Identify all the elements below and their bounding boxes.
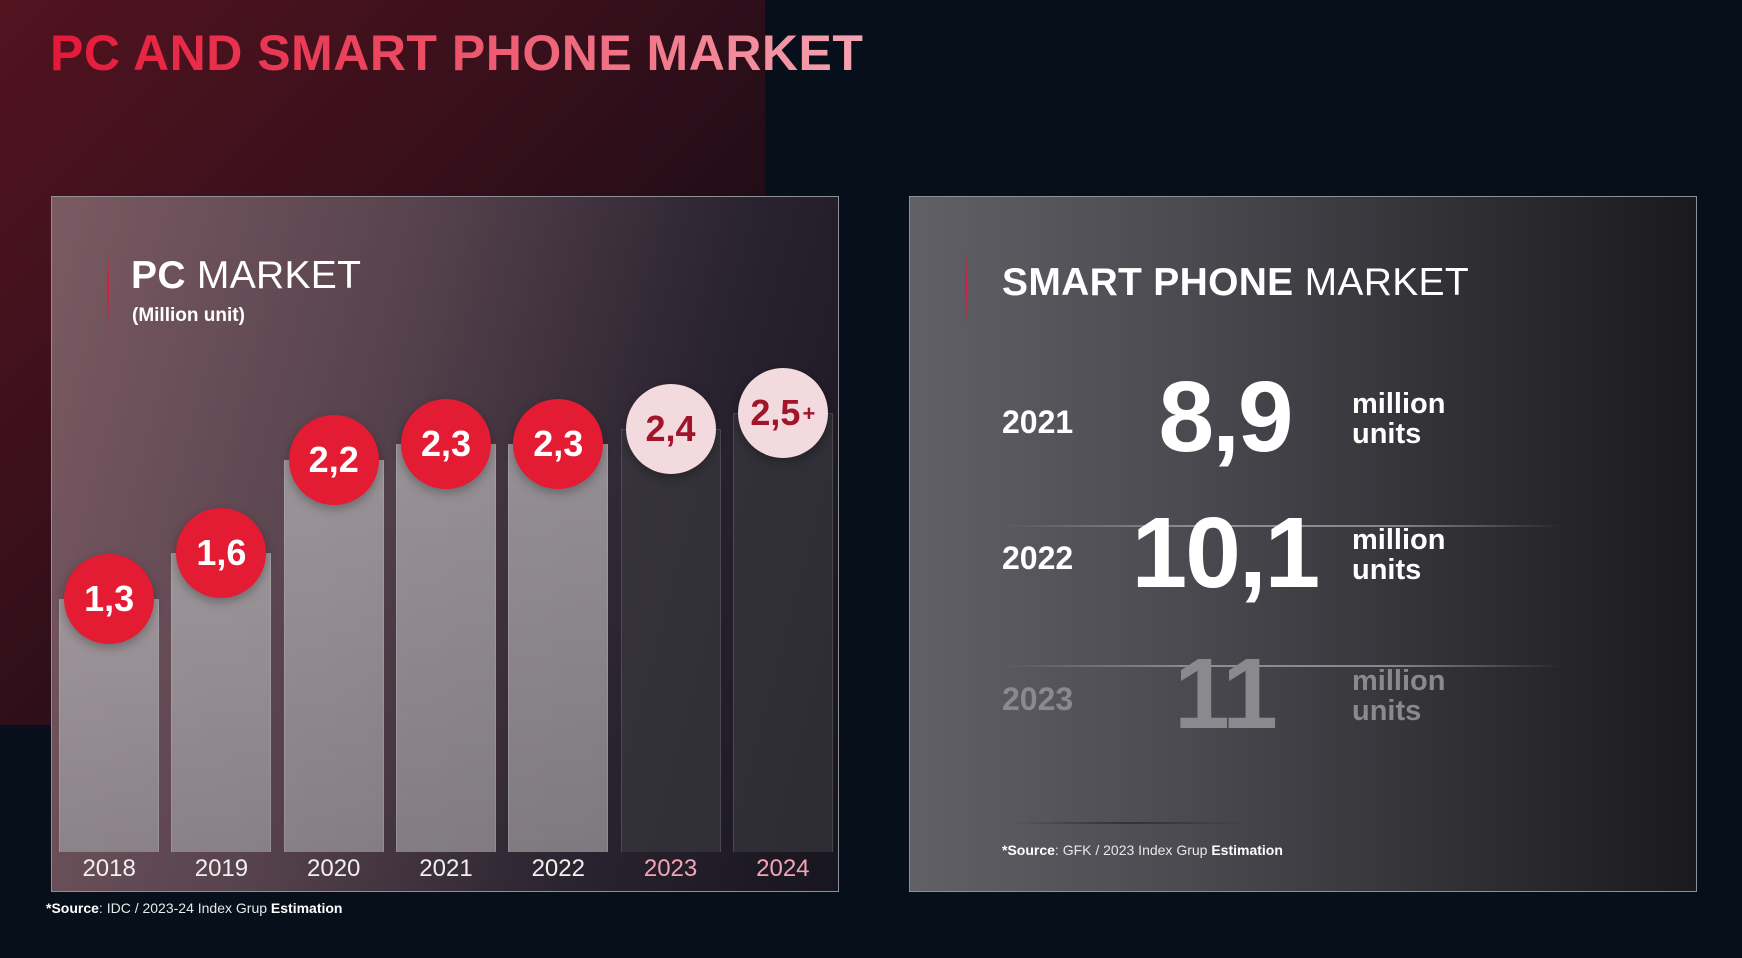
bar-2024 — [732, 413, 833, 852]
smart-phone-market-panel: SMART PHONE MARKET 2021 8,9 million unit… — [909, 196, 1697, 892]
stat-row-2023: 2023 11 million units — [910, 634, 1696, 754]
pc-bars — [52, 197, 838, 891]
stat-unit-line1: million — [1352, 665, 1446, 697]
pc-source-suffix: Estimation — [270, 900, 343, 916]
data-label-2022: 2,3 — [513, 399, 604, 489]
phone-panel-title: SMART PHONE MARKET — [1002, 260, 1469, 306]
pc-source-mid: : IDC / 2023-24 Index Grup — [98, 900, 271, 916]
phone-title-rest: MARKET — [1304, 261, 1469, 304]
phone-accent-line — [965, 247, 967, 327]
data-label-suffix: + — [802, 401, 816, 426]
pc-source-prefix: *Source — [46, 900, 99, 916]
bar-2023 — [620, 428, 721, 852]
phone-source-prefix: *Source — [1002, 842, 1055, 858]
data-label-value: 1,6 — [196, 531, 247, 573]
data-label-2024: 2,5 + — [737, 368, 828, 458]
data-label-value: 2,4 — [645, 407, 696, 449]
data-label-value: 1,3 — [84, 578, 135, 619]
stat-value: 11 — [1174, 638, 1278, 750]
pc-source-note: *Source: IDC / 2023-24 Index Grup Estima… — [46, 900, 342, 916]
phone-title-bold: SMART PHONE — [1002, 261, 1294, 304]
stat-value: 8,9 — [1158, 361, 1293, 473]
stat-unit-line2: units — [1352, 418, 1422, 450]
stat-divider — [1010, 822, 1250, 824]
bar-2019 — [171, 552, 272, 852]
x-tick-label-2021: 2021 — [419, 855, 473, 882]
phone-source-suffix: Estimation — [1211, 842, 1283, 858]
data-label-2021: 2,3 — [401, 399, 491, 489]
x-tick-label-2019: 2019 — [194, 855, 249, 882]
stat-year: 2021 — [1002, 404, 1074, 440]
data-label-value: 2,2 — [308, 438, 359, 480]
phone-source-note: *Source: GFK / 2023 Index Grup Estimatio… — [1002, 842, 1283, 858]
bar-2020 — [283, 459, 384, 852]
stat-row-2022: 2022 10,1 million units — [910, 493, 1696, 613]
stat-value: 10,1 — [1131, 497, 1321, 609]
data-label-value: 2,5 — [750, 392, 801, 433]
stat-unit: million units — [1352, 666, 1492, 726]
pc-title-rest: MARKET — [196, 254, 362, 297]
stat-unit-line2: units — [1352, 695, 1422, 727]
pc-market-panel: PC MARKET (Million unit) 1,3 2018 1,6 2019 2… — [51, 196, 839, 892]
x-tick-label-2022: 2022 — [531, 855, 585, 882]
stat-unit: million units — [1352, 525, 1492, 585]
stat-divider — [1002, 665, 1562, 667]
stat-year: 2022 — [1002, 540, 1074, 576]
bar-2022 — [508, 444, 609, 852]
stat-year: 2023 — [1002, 681, 1074, 717]
x-tick-label-2024: 2024 — [756, 855, 810, 882]
data-label-value: 2,3 — [420, 423, 472, 464]
pc-title-bold: PC — [131, 254, 186, 297]
data-label-2019: 1,6 — [176, 507, 267, 598]
pc-accent-line — [107, 247, 109, 329]
phone-source-mid: : GFK / 2023 Index Grup — [1054, 842, 1212, 858]
pc-panel-title: PC MARKET — [131, 253, 361, 299]
pc-bar-labels: 1,3 2018 1,6 2019 2,2 2020 2,3 2021 2,3 2022 2,4 20… — [52, 197, 838, 891]
x-tick-label-2020: 2020 — [307, 855, 361, 882]
stat-unit-line2: units — [1352, 554, 1422, 586]
x-tick-label-2023: 2023 — [643, 855, 698, 882]
data-label-2023: 2,4 — [625, 383, 716, 474]
pc-subtitle: (Million unit) — [132, 305, 245, 326]
x-tick-label-2018: 2018 — [82, 855, 136, 882]
data-label-value: 2,3 — [533, 423, 584, 464]
bar-2021 — [396, 444, 496, 852]
stat-divider — [1002, 525, 1562, 527]
stat-unit-line1: million — [1352, 524, 1446, 556]
data-label-2020: 2,2 — [288, 414, 379, 505]
page-title: PC AND SMART PHONE MARKET — [50, 25, 864, 81]
stat-row-2021: 2021 8,9 million units — [910, 357, 1696, 477]
data-label-2018: 1,3 — [64, 554, 155, 644]
stat-unit: million units — [1352, 389, 1492, 449]
stat-unit-line1: million — [1352, 388, 1446, 420]
